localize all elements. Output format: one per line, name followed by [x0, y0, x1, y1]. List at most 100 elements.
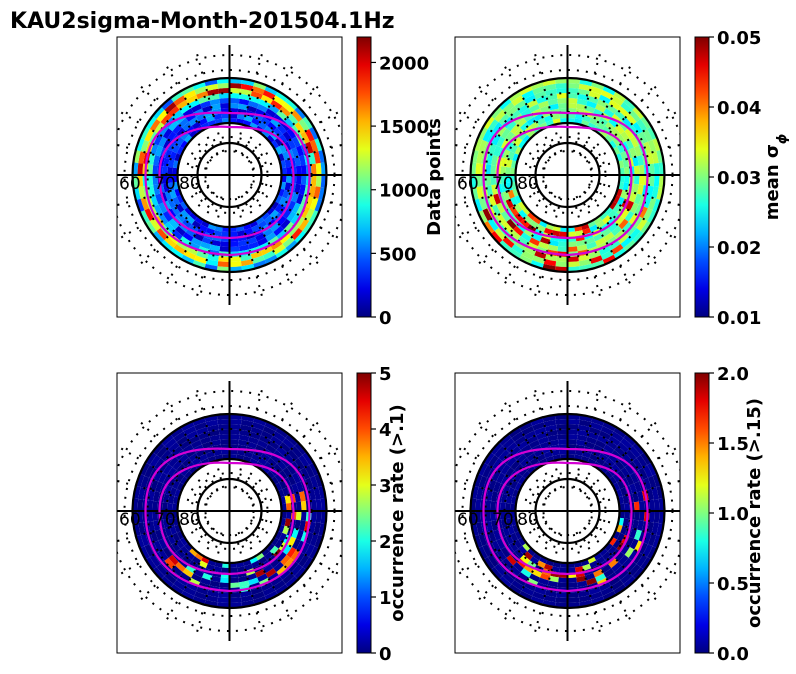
heatmap-cell: [313, 151, 321, 164]
heatmap-cell: [309, 210, 320, 224]
heatmap-cell: [506, 518, 513, 527]
heatmap-cell: [567, 582, 578, 588]
heatmap-cell: [249, 556, 258, 564]
heatmap-cell: [249, 431, 261, 440]
heatmap-cell: [532, 216, 542, 225]
heatmap-cell: [182, 457, 192, 468]
heatmap-cell: [595, 103, 606, 113]
heatmap-cell: [181, 254, 195, 265]
heatmap-cell: [194, 591, 207, 600]
heatmap-cell: [268, 440, 280, 450]
heatmap-cell: [638, 542, 648, 555]
heatmap-cell: [229, 434, 240, 440]
latitude-label: 80: [179, 174, 201, 194]
meridian-gridline: [578, 195, 635, 290]
auroral-oval-inner: [158, 125, 295, 240]
heatmap-cell: [220, 577, 230, 584]
heatmap-cell: [168, 456, 179, 468]
heatmap-cell: [295, 165, 302, 175]
heatmap-cell: [244, 451, 254, 459]
heatmap-cell: [210, 103, 221, 111]
heatmap-cell: [229, 592, 241, 599]
meridian-gridline: [240, 60, 297, 155]
heatmap-cell: [519, 590, 533, 601]
heatmap-cell: [625, 200, 634, 211]
heatmap-cell: [508, 248, 522, 259]
heatmap-cell: [624, 166, 630, 175]
heatmap-cell: [629, 564, 641, 577]
heatmap-cell: [270, 435, 283, 446]
heatmap-cell: [158, 461, 169, 473]
heatmap-cell: [263, 228, 274, 238]
heatmap-cell: [629, 228, 641, 241]
heatmap-cell: [299, 520, 306, 531]
heatmap-cell: [598, 246, 611, 256]
heatmap-cell: [510, 144, 519, 154]
heatmap-cell: [611, 431, 624, 442]
heatmap-cell: [607, 209, 617, 219]
heatmap-cell: [273, 244, 286, 255]
heatmap-cell: [171, 445, 183, 457]
heatmap-cell: [611, 127, 621, 138]
heatmap-cell: [643, 532, 652, 545]
heatmap-cell: [282, 467, 292, 478]
heatmap-cell: [576, 575, 587, 583]
meridian-gridline: [572, 533, 603, 639]
heatmap-cell: [653, 175, 660, 187]
heatmap-cell: [152, 231, 165, 244]
colorbar-tick-label: 0.01: [717, 308, 761, 329]
heatmap-cell: [624, 547, 635, 558]
heatmap-cell: [229, 241, 239, 248]
heatmap-cell: [148, 521, 156, 533]
heatmap-cell: [534, 91, 547, 100]
heatmap-cell: [576, 103, 587, 111]
meridian-gridline: [587, 186, 680, 242]
heatmap-cell: [264, 85, 278, 96]
heatmap-cell: [160, 576, 174, 588]
heatmap-cell: [179, 440, 191, 450]
heatmap-cell: [595, 573, 606, 583]
heatmap-cell: [296, 145, 304, 157]
heatmap-cell: [485, 500, 492, 511]
heatmap-cell: [629, 472, 639, 484]
heatmap-cell: [482, 544, 493, 557]
meridian-gridline: [473, 191, 552, 270]
heatmap-cell: [162, 175, 168, 184]
heatmap-cell: [576, 244, 588, 252]
heatmap-cell: [636, 455, 648, 468]
heatmap-cell: [270, 537, 279, 546]
heatmap-cell: [611, 225, 622, 237]
heatmap-cell: [643, 141, 652, 154]
heatmap-cell: [475, 163, 482, 175]
heatmap-cell: [588, 427, 601, 436]
meridian-gridline: [252, 180, 342, 207]
heatmap-cell: [167, 511, 173, 520]
heatmap-cell: [508, 427, 522, 438]
heatmap-cell: [558, 102, 568, 109]
heatmap-cell: [498, 113, 510, 126]
heatmap-cell: [309, 546, 320, 560]
heatmap-cell: [147, 164, 154, 175]
heatmap-cell: [162, 464, 173, 475]
heatmap-cell: [620, 131, 630, 142]
heatmap-cell: [179, 236, 191, 246]
heatmap-cell: [487, 218, 499, 231]
heatmap-cell: [647, 139, 657, 153]
heatmap-cell: [567, 231, 576, 238]
latitude-label: 80: [517, 174, 539, 194]
heatmap-cell: [200, 100, 211, 109]
heatmap-cell: [536, 560, 546, 569]
heatmap-cell: [299, 491, 306, 502]
heatmap-cell: [286, 511, 292, 520]
heatmap-cell: [500, 128, 511, 139]
heatmap-cell: [183, 586, 197, 596]
heatmap-cell: [313, 186, 321, 199]
heatmap-cell: [521, 426, 535, 436]
heatmap-cell: [494, 445, 506, 458]
heatmap-cell: [314, 534, 324, 549]
meridian-gridline: [473, 80, 552, 159]
heatmap-cell: [236, 230, 246, 237]
heatmap-cell: [586, 241, 597, 250]
heatmap-cell: [613, 248, 627, 259]
heatmap-cell: [520, 568, 532, 578]
